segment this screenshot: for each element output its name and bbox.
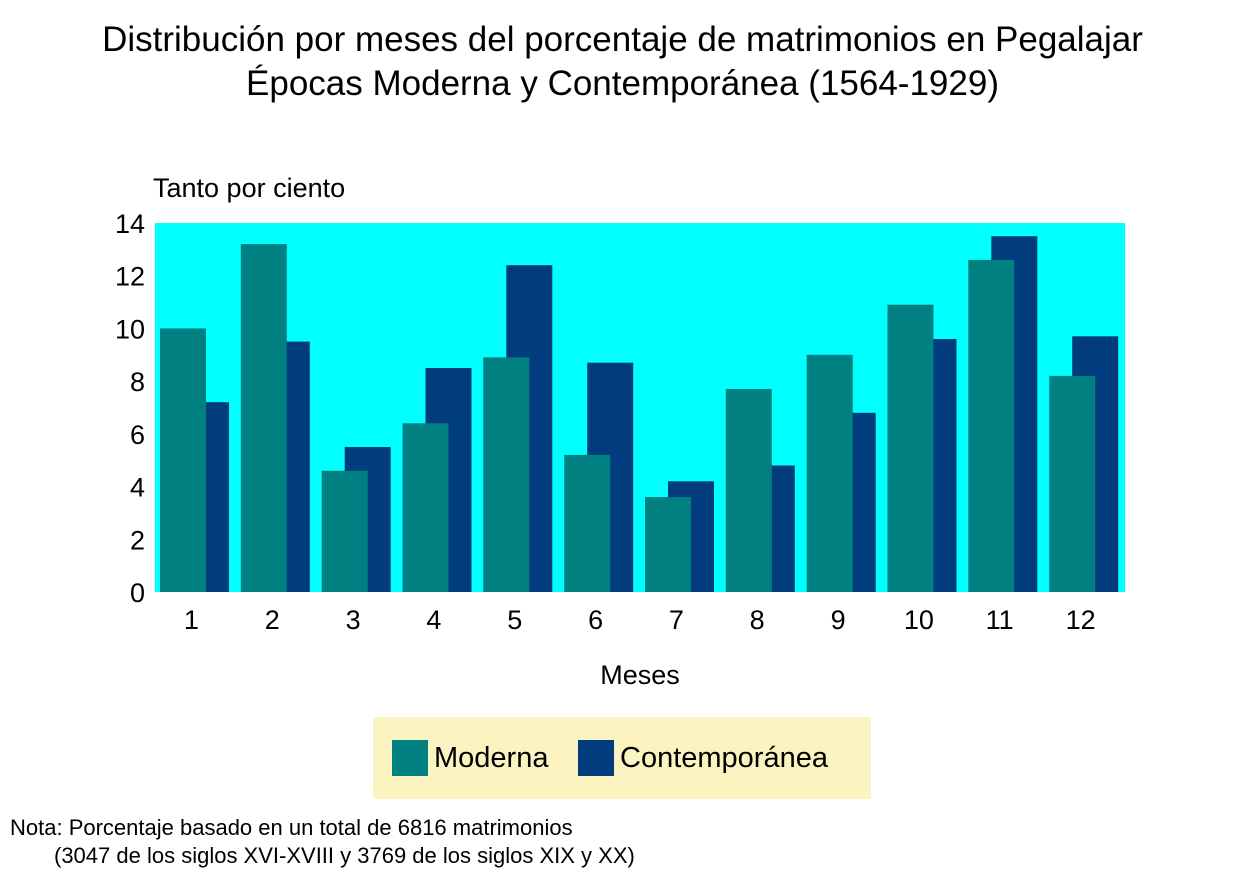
- legend-item-contemporanea: Contemporánea: [578, 740, 828, 776]
- note-line-1: Nota: Porcentaje basado en un total de 6…: [10, 815, 573, 840]
- chart-subtitle: Épocas Moderna y Contemporánea (1564-192…: [246, 64, 999, 103]
- legend-item-moderna: Moderna: [392, 740, 548, 776]
- bar-moderna-month-8: [725, 389, 772, 592]
- legend-label-contemporanea: Contemporánea: [620, 741, 828, 774]
- x-tick-label: 12: [1066, 605, 1096, 635]
- note-line-2: (3047 de los siglos XVI-XVIII y 3769 de …: [54, 843, 635, 868]
- bar-moderna-month-9: [806, 354, 853, 592]
- y-tick-label: 0: [130, 578, 145, 608]
- bar-moderna-month-4: [402, 423, 449, 592]
- bar-moderna-month-10: [887, 304, 934, 592]
- y-tick-label: 12: [115, 262, 145, 292]
- y-tick-label: 4: [130, 473, 145, 503]
- y-tick-label: 6: [130, 420, 145, 450]
- x-tick-label: 6: [588, 605, 603, 635]
- x-tick-label: 10: [904, 605, 934, 635]
- plot-area: [155, 223, 1125, 592]
- bar-moderna-month-6: [564, 454, 611, 592]
- x-tick-label: 8: [750, 605, 765, 635]
- x-tick-label: 1: [184, 605, 199, 635]
- x-tick-label: 2: [265, 605, 280, 635]
- x-tick-label: 4: [426, 605, 441, 635]
- bar-moderna-month-11: [968, 259, 1015, 592]
- y-axis-label: Tanto por ciento: [153, 173, 345, 203]
- bar-moderna-month-7: [645, 497, 691, 592]
- y-tick-label: 2: [130, 525, 145, 555]
- y-tick-label: 14: [115, 209, 145, 239]
- legend-swatch-contemporanea: [578, 740, 614, 776]
- legend: Moderna Contemporánea: [373, 717, 871, 799]
- y-tick-label: 10: [115, 314, 145, 344]
- bar-moderna-month-1: [160, 328, 206, 592]
- legend-swatch-moderna: [392, 740, 428, 776]
- x-axis-label: Meses: [600, 660, 680, 690]
- x-tick-label: 9: [831, 605, 846, 635]
- y-tick-label: 8: [130, 367, 145, 397]
- bar-moderna-month-12: [1049, 375, 1096, 592]
- legend-label-moderna: Moderna: [434, 741, 549, 774]
- chart-title: Distribución por meses del porcentaje de…: [102, 20, 1143, 59]
- x-tick-label: 5: [507, 605, 522, 635]
- x-tick-label: 3: [346, 605, 361, 635]
- bar-moderna-month-5: [483, 357, 530, 592]
- bar-moderna-month-2: [240, 244, 287, 592]
- x-tick-label: 11: [986, 605, 1014, 635]
- x-tick-label: 7: [669, 605, 684, 635]
- bar-moderna-month-3: [321, 470, 368, 592]
